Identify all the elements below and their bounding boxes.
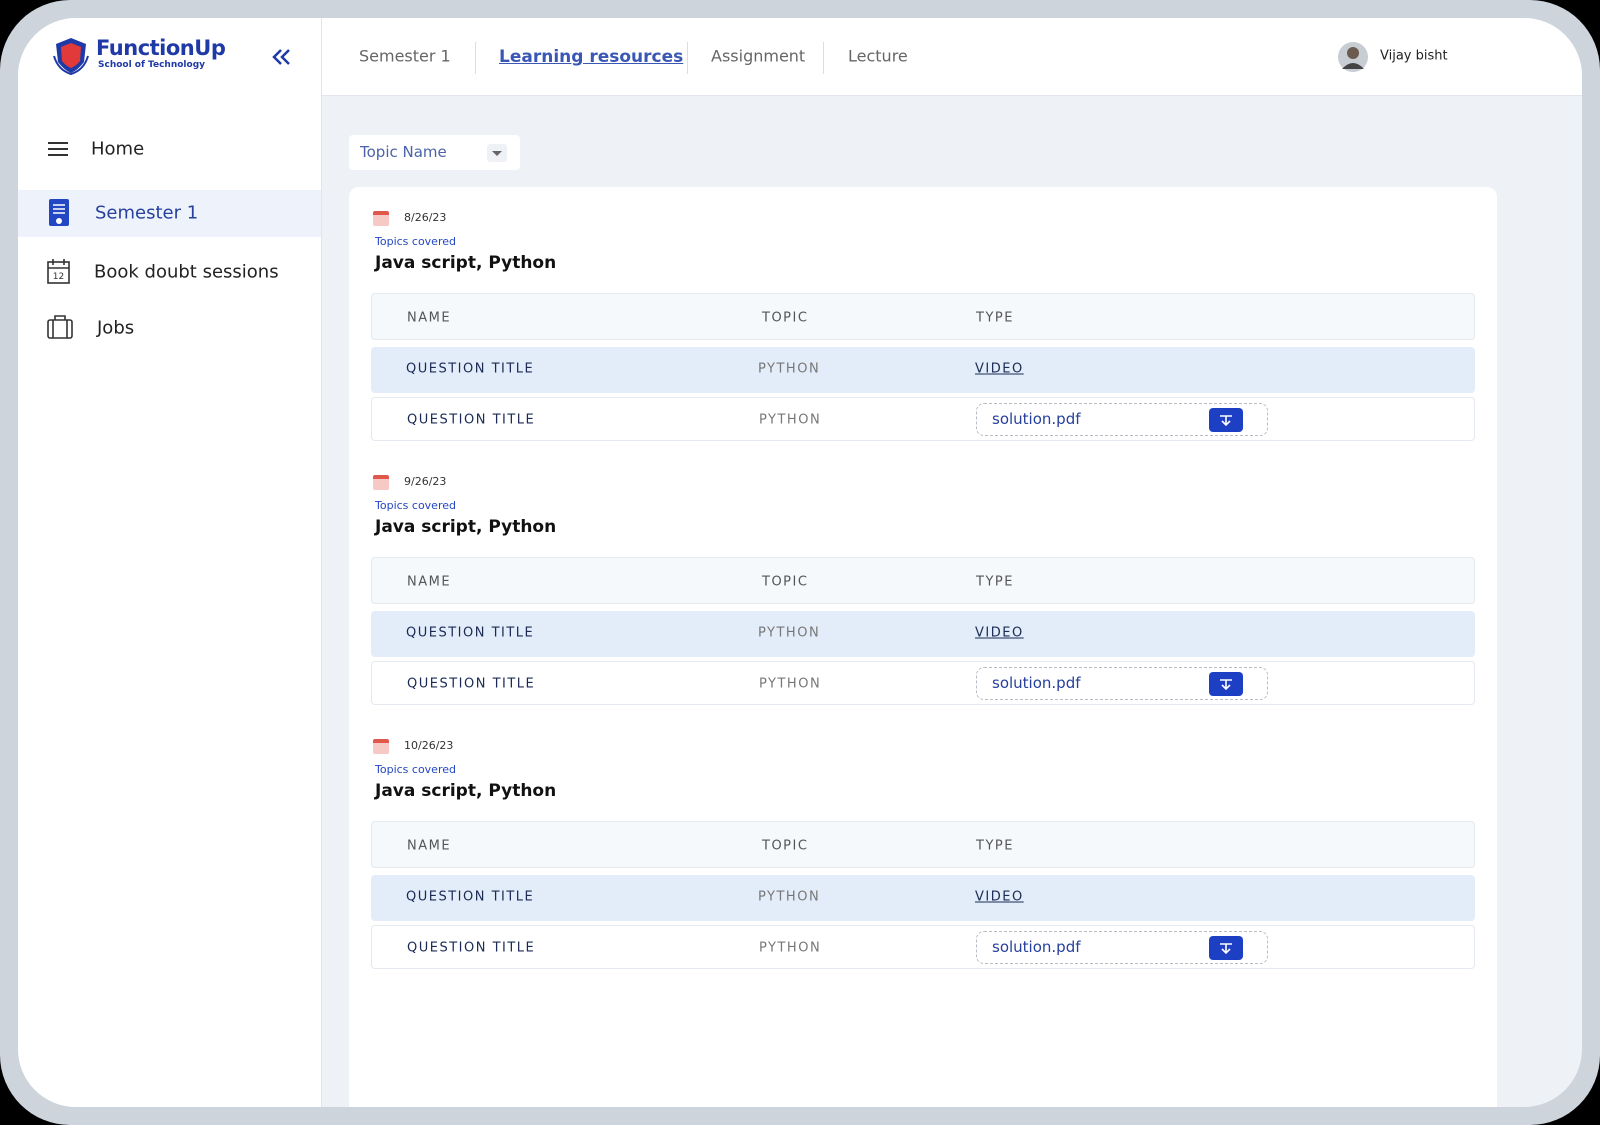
date: 10/26/23 (404, 739, 454, 752)
tab[interactable]: Assignment (711, 46, 806, 66)
cell: QUESTION TITLE (407, 676, 536, 692)
topics: Java script, Python (375, 781, 557, 801)
tab-active[interactable]: Learning resources (499, 47, 684, 67)
top-bar: Semester 1 Learning resources Assignment… (322, 18, 1582, 96)
cell: PYTHON (759, 676, 822, 692)
cell: PYTHON (758, 889, 821, 905)
resources-card: 8/26/23 Topics covered Java script, Python… (349, 187, 1497, 1107)
column-header: TYPE (976, 574, 1014, 590)
home-icon (48, 142, 68, 156)
cell: PYTHON (758, 361, 821, 377)
file-box: solution.pdf (976, 667, 1268, 700)
column-header: TOPIC (762, 310, 809, 326)
download-icon (1220, 679, 1232, 691)
download-icon (1220, 943, 1232, 955)
date: 9/26/23 (404, 475, 447, 488)
cell: QUESTION TITLE (406, 889, 535, 905)
calendar-icon: 12 (47, 259, 70, 284)
tab[interactable]: Lecture (848, 46, 908, 66)
tab-separator (823, 42, 824, 74)
table-row: QUESTION TITLE PYTHON VIDEO (371, 611, 1475, 657)
screen: FunctionUp School of Technology 12 Home … (18, 18, 1582, 1107)
column-header: TOPIC (762, 838, 809, 854)
cell: QUESTION TITLE (406, 361, 535, 377)
date-icon (373, 475, 389, 490)
logo-name: FunctionUp (96, 36, 226, 60)
tab[interactable]: Semester 1 (359, 46, 451, 66)
column-header: TOPIC (762, 574, 809, 590)
column-header: TYPE (976, 838, 1014, 854)
logo-tagline: School of Technology (98, 60, 205, 70)
date-icon (373, 211, 389, 226)
topics-label: Topics covered (375, 235, 456, 248)
topics: Java script, Python (375, 253, 557, 273)
user-name[interactable]: Vijay bisht (1380, 48, 1448, 64)
cell: QUESTION TITLE (407, 940, 536, 956)
table-header: NAME TOPIC TYPE (371, 557, 1475, 604)
cell: PYTHON (758, 625, 821, 641)
nav-item[interactable]: Jobs (97, 317, 135, 339)
date-icon (373, 739, 389, 754)
file-name[interactable]: solution.pdf (992, 674, 1081, 692)
table-row: QUESTION TITLE PYTHON VIDEO (371, 347, 1475, 393)
table-row: QUESTION TITLE PYTHON solution.pdf (371, 397, 1475, 441)
file-name[interactable]: solution.pdf (992, 410, 1081, 428)
cell: PYTHON (759, 412, 822, 428)
cell: PYTHON (759, 940, 822, 956)
table-row: QUESTION TITLE PYTHON solution.pdf (371, 925, 1475, 969)
download-icon (1220, 415, 1232, 427)
download-button[interactable] (1209, 672, 1243, 696)
nav-item-active[interactable]: Semester 1 (95, 202, 199, 224)
svg-text:12: 12 (53, 272, 64, 282)
topic-dropdown[interactable]: Topic Name (349, 135, 520, 170)
topics-label: Topics covered (375, 763, 456, 776)
jobs-icon (47, 315, 73, 339)
table-header: NAME TOPIC TYPE (371, 293, 1475, 340)
column-header: NAME (407, 310, 452, 326)
date: 8/26/23 (404, 211, 447, 224)
file-box: solution.pdf (976, 931, 1268, 964)
dropdown-arrow (487, 144, 507, 162)
column-header: NAME (407, 838, 452, 854)
download-button[interactable] (1209, 408, 1243, 432)
table-row: QUESTION TITLE PYTHON VIDEO (371, 875, 1475, 921)
table-header: NAME TOPIC TYPE (371, 821, 1475, 868)
tab-separator (687, 42, 688, 74)
nav-item[interactable]: Book doubt sessions (94, 261, 279, 283)
semester-icon (49, 199, 69, 226)
topics: Java script, Python (375, 517, 557, 537)
dropdown-label: Topic Name (360, 143, 447, 161)
file-box: solution.pdf (976, 403, 1268, 436)
file-name[interactable]: solution.pdf (992, 938, 1081, 956)
logo-icon (53, 38, 89, 76)
cell: QUESTION TITLE (406, 625, 535, 641)
collapse-button[interactable] (270, 46, 294, 68)
sidebar: FunctionUp School of Technology 12 Home … (18, 18, 322, 1107)
topics-label: Topics covered (375, 499, 456, 512)
avatar[interactable] (1337, 41, 1369, 73)
table-row: QUESTION TITLE PYTHON solution.pdf (371, 661, 1475, 705)
cell[interactable]: VIDEO (975, 889, 1024, 905)
cell[interactable]: VIDEO (975, 625, 1024, 641)
cell[interactable]: VIDEO (975, 361, 1024, 377)
nav-item[interactable]: Home (91, 138, 145, 160)
cell: QUESTION TITLE (407, 412, 536, 428)
download-button[interactable] (1209, 936, 1243, 960)
tab-separator (475, 42, 476, 74)
column-header: TYPE (976, 310, 1014, 326)
column-header: NAME (407, 574, 452, 590)
